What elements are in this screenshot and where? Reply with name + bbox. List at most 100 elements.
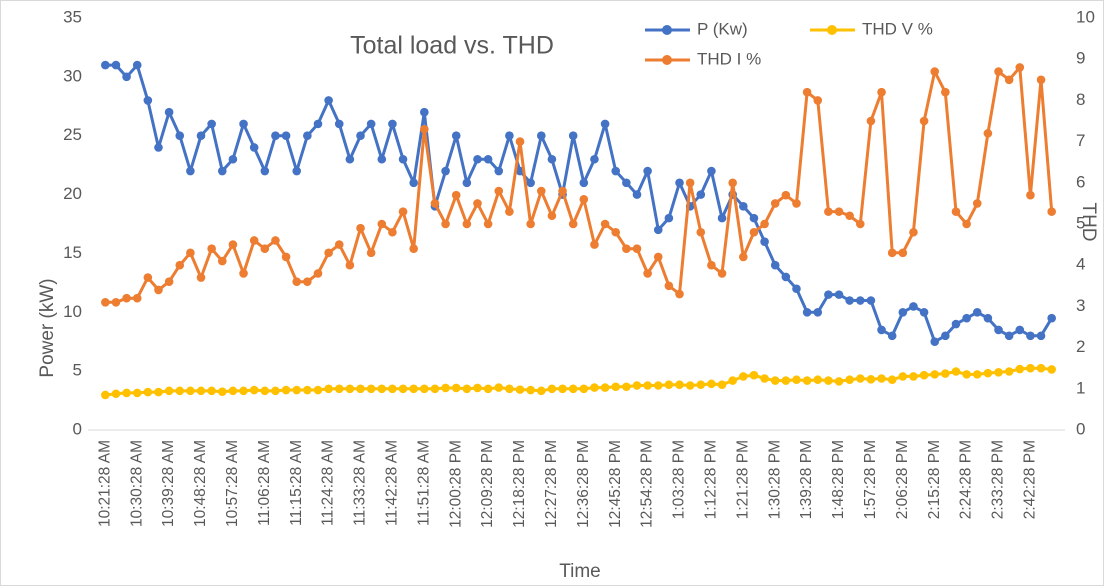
data-point	[398, 207, 408, 216]
data-point	[164, 107, 174, 117]
data-point	[143, 273, 153, 282]
series-line	[105, 63, 1053, 344]
data-point	[813, 96, 823, 105]
data-point	[579, 194, 589, 204]
data-point	[122, 388, 131, 398]
data-point	[505, 384, 514, 394]
x-tick-label: 2:42:28 PM	[1022, 440, 1039, 519]
data-point	[249, 143, 259, 152]
data-point	[441, 219, 450, 229]
data-point	[122, 293, 131, 303]
data-point	[473, 383, 482, 393]
data-point	[579, 178, 589, 188]
data-point	[111, 297, 121, 307]
y2-tick-label: 4	[1076, 255, 1085, 274]
data-point	[643, 166, 652, 176]
data-point	[377, 384, 387, 394]
data-point	[717, 269, 727, 278]
data-point	[1015, 63, 1025, 72]
data-point	[972, 370, 982, 379]
data-point	[292, 277, 302, 286]
data-point	[898, 307, 908, 317]
data-point	[600, 219, 610, 229]
data-point	[186, 166, 195, 176]
x-tick-label: 11:15:28 AM	[288, 440, 305, 526]
x-tick-label: 11:51:28 AM	[415, 440, 432, 526]
legend-marker	[662, 25, 672, 35]
data-point	[515, 137, 525, 146]
data-point	[409, 244, 418, 254]
data-point	[303, 131, 312, 141]
data-point	[802, 87, 812, 97]
x-tick-label: 10:57:28 AM	[224, 440, 241, 527]
data-point	[271, 386, 280, 396]
data-point	[536, 186, 546, 196]
data-point	[877, 374, 886, 383]
data-point	[164, 386, 174, 396]
x-tick-label: 11:42:28 AM	[384, 440, 401, 526]
x-tick-label: 1:03:28 PM	[671, 440, 688, 519]
data-point	[611, 227, 621, 237]
data-point	[1004, 75, 1014, 85]
data-point	[866, 116, 876, 126]
data-point	[739, 252, 748, 262]
data-point	[175, 386, 185, 396]
data-point	[398, 384, 408, 394]
data-point	[324, 384, 333, 394]
data-point	[685, 381, 695, 390]
data-point	[473, 154, 482, 164]
data-point	[547, 384, 557, 394]
data-point	[536, 386, 546, 396]
data-point	[228, 386, 238, 396]
data-point	[568, 131, 578, 141]
data-point	[770, 260, 780, 270]
x-tick-label: 1:57:28 PM	[862, 440, 879, 519]
x-tick-label: 1:48:28 PM	[830, 440, 847, 519]
data-point	[994, 325, 1003, 335]
data-point	[154, 285, 163, 295]
data-point	[1026, 331, 1035, 341]
data-point	[951, 319, 961, 329]
data-point	[909, 227, 918, 237]
data-point	[792, 284, 801, 294]
x-tick-label: 12:36:28 PM	[575, 440, 592, 528]
data-point	[228, 154, 238, 164]
data-point	[749, 213, 759, 223]
data-point	[994, 368, 1003, 377]
data-point	[239, 386, 248, 396]
data-point	[388, 384, 397, 394]
data-point	[345, 384, 355, 394]
data-point	[409, 178, 418, 188]
data-point	[207, 386, 216, 396]
data-point	[824, 207, 833, 216]
data-point	[622, 382, 631, 392]
data-point	[909, 302, 918, 311]
y2-tick-label: 0	[1076, 419, 1085, 438]
data-point	[196, 386, 206, 396]
data-point	[824, 376, 833, 385]
data-point	[749, 227, 759, 237]
data-point	[292, 385, 302, 395]
data-point	[898, 248, 908, 258]
data-point	[324, 96, 333, 105]
data-point	[749, 370, 759, 380]
data-point	[398, 154, 408, 164]
x-tick-label: 12:45:28 PM	[607, 440, 624, 528]
data-point	[239, 269, 248, 278]
data-point	[696, 380, 706, 389]
data-point	[983, 368, 993, 378]
y2-tick-label: 1	[1076, 378, 1085, 397]
data-point	[675, 178, 684, 188]
x-tick-label: 10:39:28 AM	[160, 440, 177, 527]
data-point	[877, 325, 886, 335]
legend-marker	[827, 25, 837, 35]
data-point	[292, 166, 302, 176]
data-point	[983, 129, 993, 138]
data-point	[462, 384, 472, 394]
data-point	[388, 119, 397, 129]
data-point	[972, 307, 982, 317]
data-point	[941, 331, 950, 341]
data-point	[909, 372, 918, 381]
data-point	[271, 131, 280, 141]
